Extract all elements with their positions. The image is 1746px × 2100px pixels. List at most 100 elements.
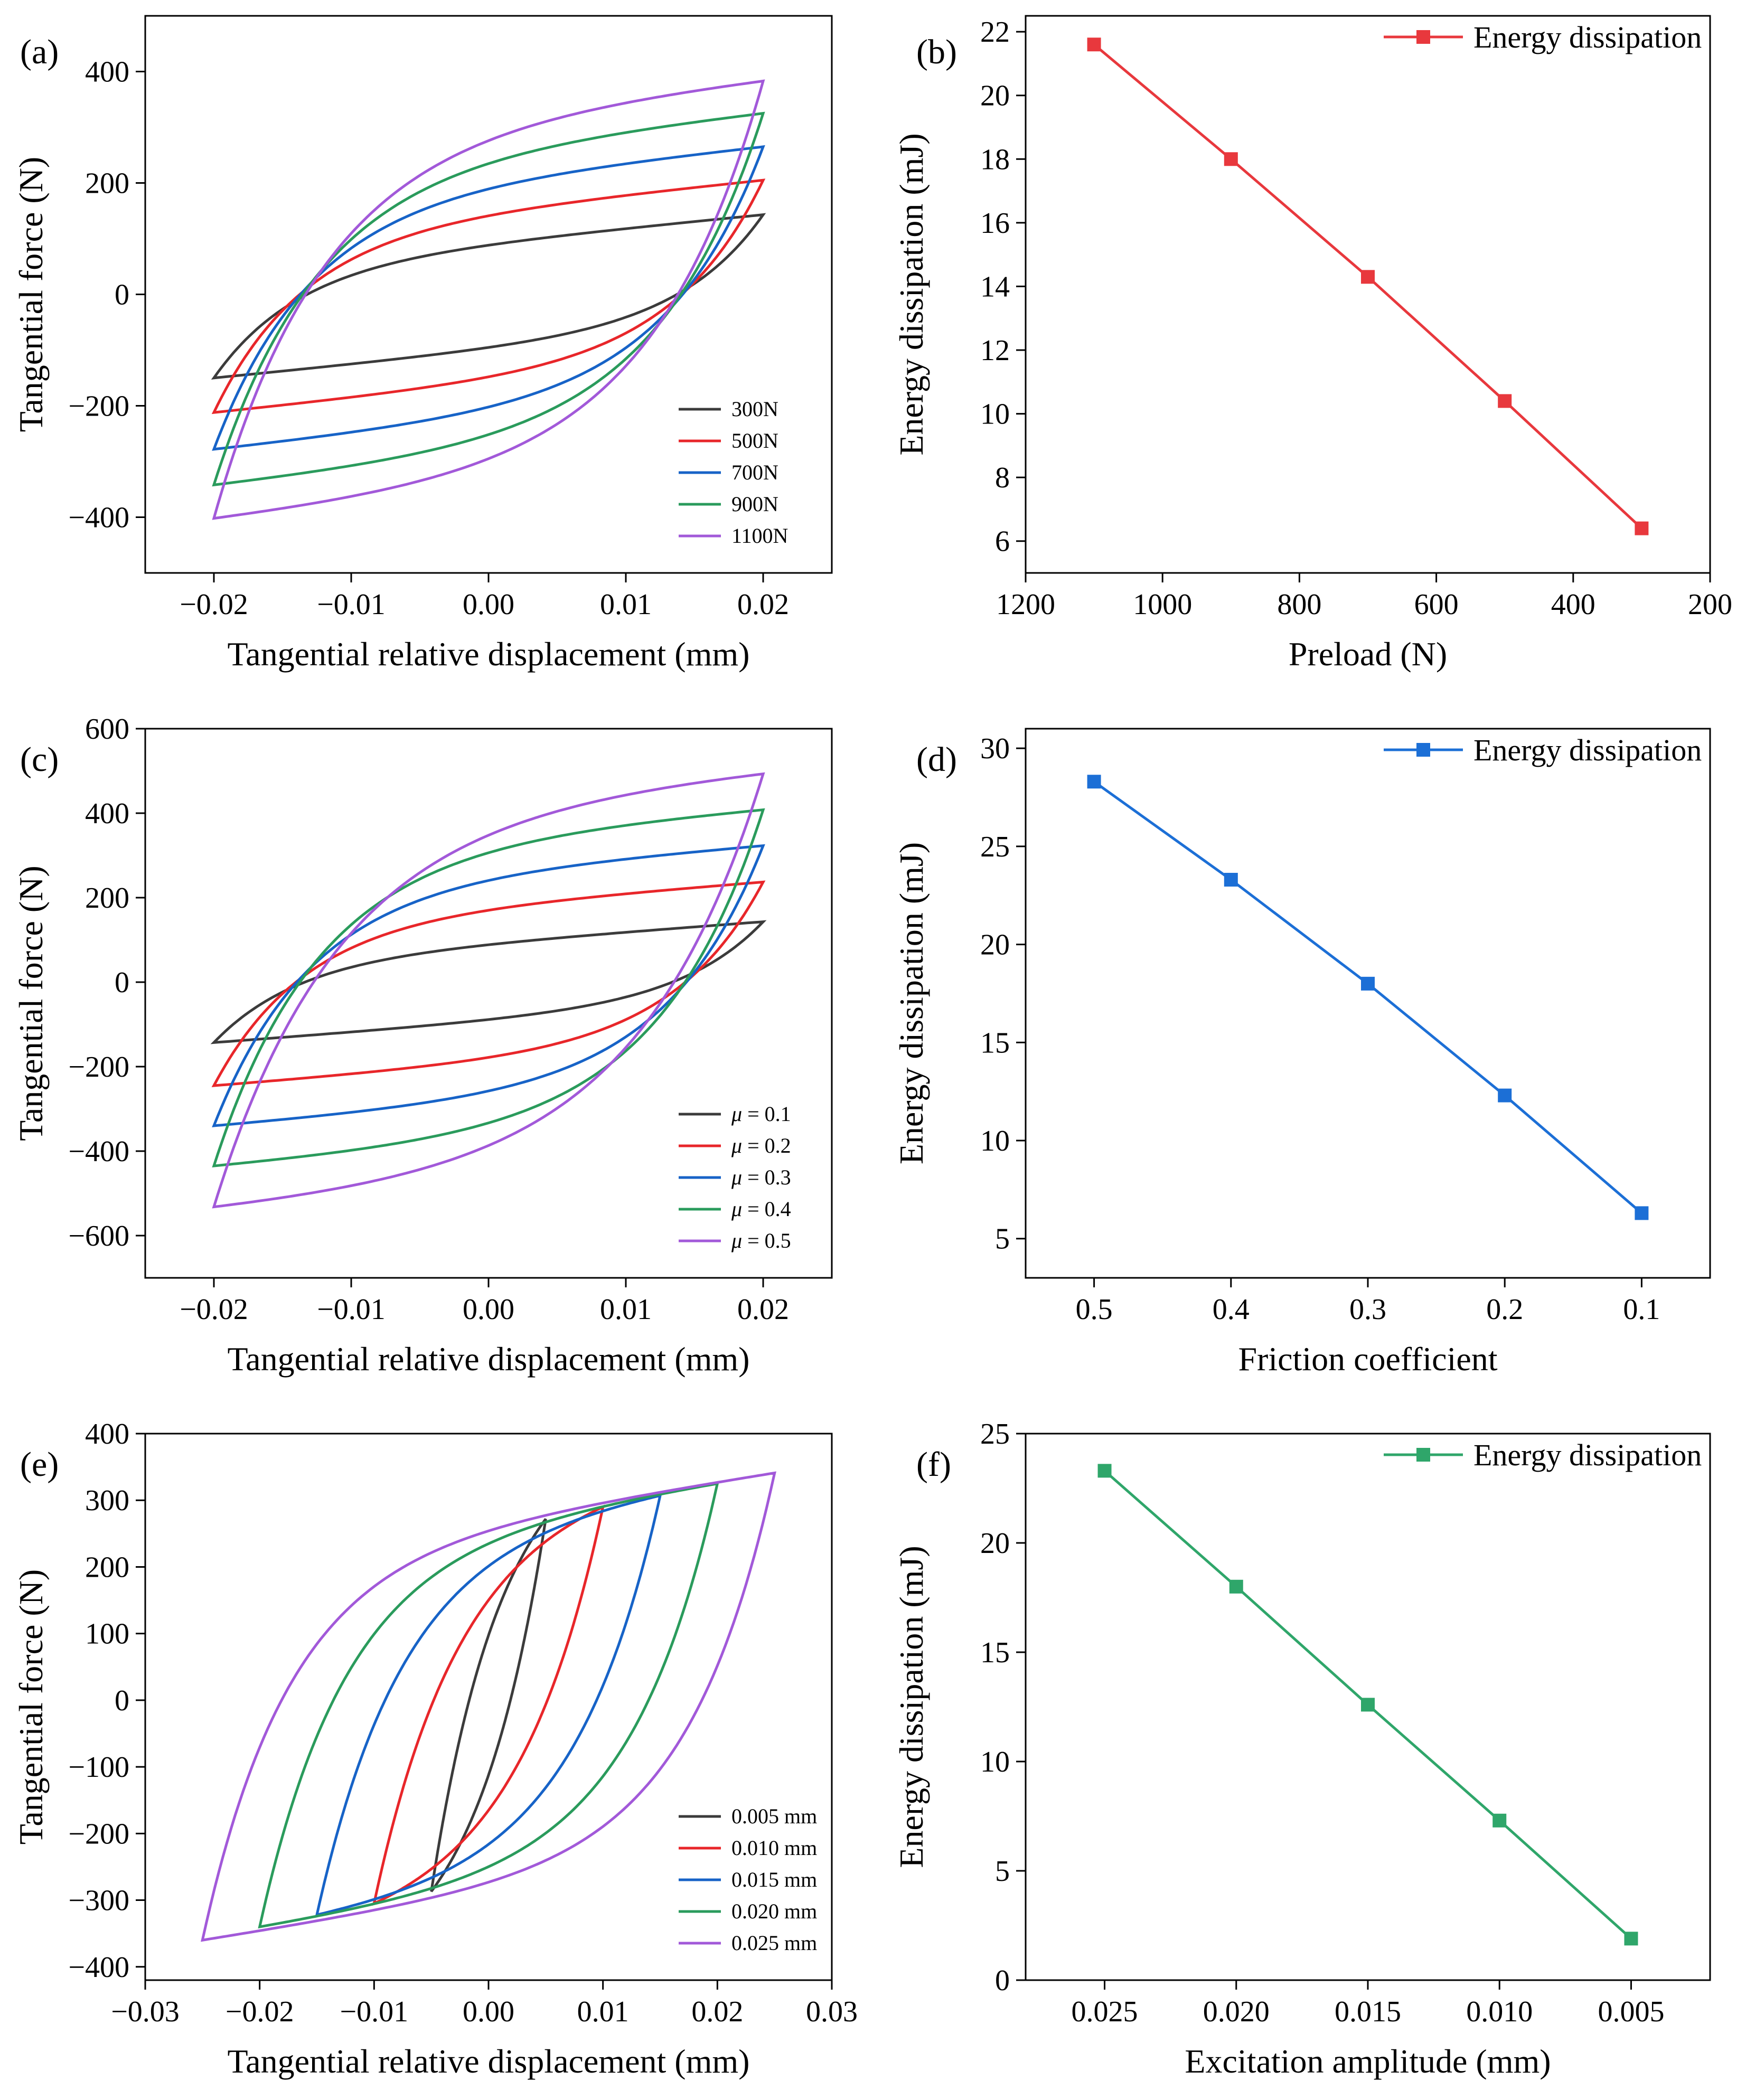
chart-panel-d: (d) 0.5 0.4 0.3 0.2 0.1 5 10 15 20 25 30 Friction co… [893, 728, 1711, 1378]
chart-panel-e: (e) −0.03 −0.02 −0.01 0.00 0.01 0.02 0.03 −400 −3… [12, 1418, 858, 2080]
legend-value: = 0.1 [742, 1102, 791, 1126]
loop-curve-1 [211, 213, 766, 380]
legend-label: 0.020 mm [731, 1899, 817, 1923]
x-tick-label: 800 [1277, 588, 1321, 621]
loop-curve-3 [212, 844, 765, 1127]
y-axis-title: Energy dissipation (mJ) [893, 1546, 930, 1868]
x-tick-label: 0.025 [1072, 1995, 1138, 2028]
y-tick-label: 25 [980, 831, 1010, 863]
data-point [1361, 976, 1375, 991]
legend-marker [1416, 743, 1430, 757]
legend-label: μ = 0.1 [731, 1102, 791, 1126]
legend-label: 0.025 mm [731, 1931, 817, 1955]
legend-symbol: μ [731, 1229, 742, 1253]
x-tick-label: −0.02 [226, 1995, 294, 2028]
legend-label: μ = 0.4 [731, 1197, 791, 1221]
data-point [1498, 1088, 1512, 1103]
legend-symbol: μ [731, 1102, 742, 1126]
legend-label: Energy dissipation [1473, 733, 1702, 767]
legend-symbol: μ [731, 1197, 742, 1221]
x-tick-label: −0.01 [317, 588, 386, 621]
y-tick-label: 400 [85, 1418, 129, 1451]
data-point [1361, 1698, 1375, 1712]
y-tick-label: −200 [68, 1051, 129, 1084]
y-tick-label: 25 [980, 1418, 1010, 1451]
y-tick-label: −200 [68, 1818, 129, 1850]
legend-label: 300N [731, 397, 778, 421]
chart-panel-b: (b) 1200 1000 800 600 400 200 6 8 10 12 14 16 18 20 22 P… [893, 15, 1732, 673]
plot-frame [144, 728, 833, 1279]
plot-frame [144, 1433, 833, 1981]
x-tick-label: −0.01 [340, 1995, 409, 2028]
loop-curve-2 [211, 880, 766, 1087]
y-tick-label: 0 [115, 1684, 129, 1717]
x-tick-label: 0.2 [1486, 1293, 1523, 1326]
data-point [1224, 873, 1238, 887]
x-tick-label: 0.010 [1466, 1995, 1533, 2028]
x-tick-label: 0.005 [1598, 1995, 1664, 2028]
plot-frame [1025, 728, 1711, 1279]
series-line [1093, 43, 1643, 530]
legend-marker [1416, 30, 1430, 44]
y-tick-label: 5 [995, 1855, 1010, 1888]
plot-frame [1025, 15, 1711, 574]
y-tick-label: 0 [115, 279, 129, 312]
panel-label: (d) [916, 740, 957, 779]
y-tick-label: 30 [980, 732, 1010, 765]
loop-curve-4 [212, 808, 765, 1167]
x-tick-label: 0.4 [1213, 1293, 1250, 1326]
y-axis-title: Tangential force (N) [12, 1569, 50, 1844]
x-tick-label: −0.01 [317, 1293, 386, 1326]
y-tick-label: 400 [85, 56, 129, 89]
y-tick-label: 10 [980, 1125, 1010, 1157]
data-point [1224, 152, 1238, 166]
legend-label: μ = 0.5 [731, 1229, 791, 1253]
x-tick-label: 1200 [996, 588, 1055, 621]
y-tick-label: 15 [980, 1636, 1010, 1669]
legend-value: = 0.5 [742, 1229, 791, 1253]
panel-label: (e) [20, 1445, 59, 1484]
x-axis-title: Friction coefficient [1238, 1340, 1497, 1378]
legend-label: 900N [731, 492, 778, 516]
x-tick-label: 0.015 [1335, 1995, 1401, 2028]
panel-label: (f) [916, 1445, 951, 1484]
data-point [1087, 37, 1101, 52]
loop-curve-1 [210, 920, 767, 1044]
y-tick-label: 18 [980, 143, 1010, 176]
y-tick-label: −200 [68, 390, 129, 423]
y-axis-title: Tangential force (N) [12, 157, 50, 432]
panel-label: (b) [916, 33, 957, 71]
x-tick-label: 1000 [1133, 588, 1192, 621]
x-axis-title: Tangential relative displacement (mm) [228, 1340, 750, 1378]
legend-label: μ = 0.2 [731, 1134, 791, 1157]
plot-frame [144, 15, 833, 574]
y-tick-label: 400 [85, 797, 129, 830]
x-tick-label: 0.00 [463, 1293, 514, 1326]
legend-label: Energy dissipation [1473, 20, 1702, 54]
loop-curve-4 [258, 1482, 719, 1929]
y-axis-title: Energy dissipation (mJ) [893, 842, 930, 1164]
x-tick-label: 0.00 [463, 1995, 514, 2028]
y-tick-label: 300 [85, 1484, 129, 1517]
data-point [1498, 394, 1512, 408]
x-axis-title: Tangential relative displacement (mm) [228, 635, 750, 673]
y-axis-title: Energy dissipation (mJ) [893, 133, 930, 455]
legend-label: Energy dissipation [1473, 1438, 1702, 1472]
x-tick-label: −0.03 [111, 1995, 180, 2028]
y-tick-label: 20 [980, 1527, 1010, 1560]
x-tick-label: 200 [1688, 588, 1732, 621]
x-tick-label: 0.01 [600, 588, 652, 621]
y-tick-label: 20 [980, 929, 1010, 962]
legend-label: μ = 0.3 [731, 1165, 791, 1189]
loop-curve-4 [212, 111, 765, 487]
chart-panel-c: (c) −0.02 −0.01 0.00 0.01 0.02 −600 −400 −200 0 20… [12, 713, 833, 1378]
data-point [1229, 1579, 1243, 1594]
chart-panel-f: (f) 0.025 0.020 0.015 0.010 0.005 0 5 10 15 20 25 Ex… [893, 1418, 1711, 2080]
x-tick-label: −0.02 [180, 1293, 248, 1326]
data-point [1635, 521, 1649, 535]
y-tick-label: 200 [85, 167, 129, 200]
x-tick-label: 0.1 [1623, 1293, 1660, 1326]
legend-marker [1416, 1448, 1430, 1462]
x-tick-label: 0.00 [463, 588, 514, 621]
